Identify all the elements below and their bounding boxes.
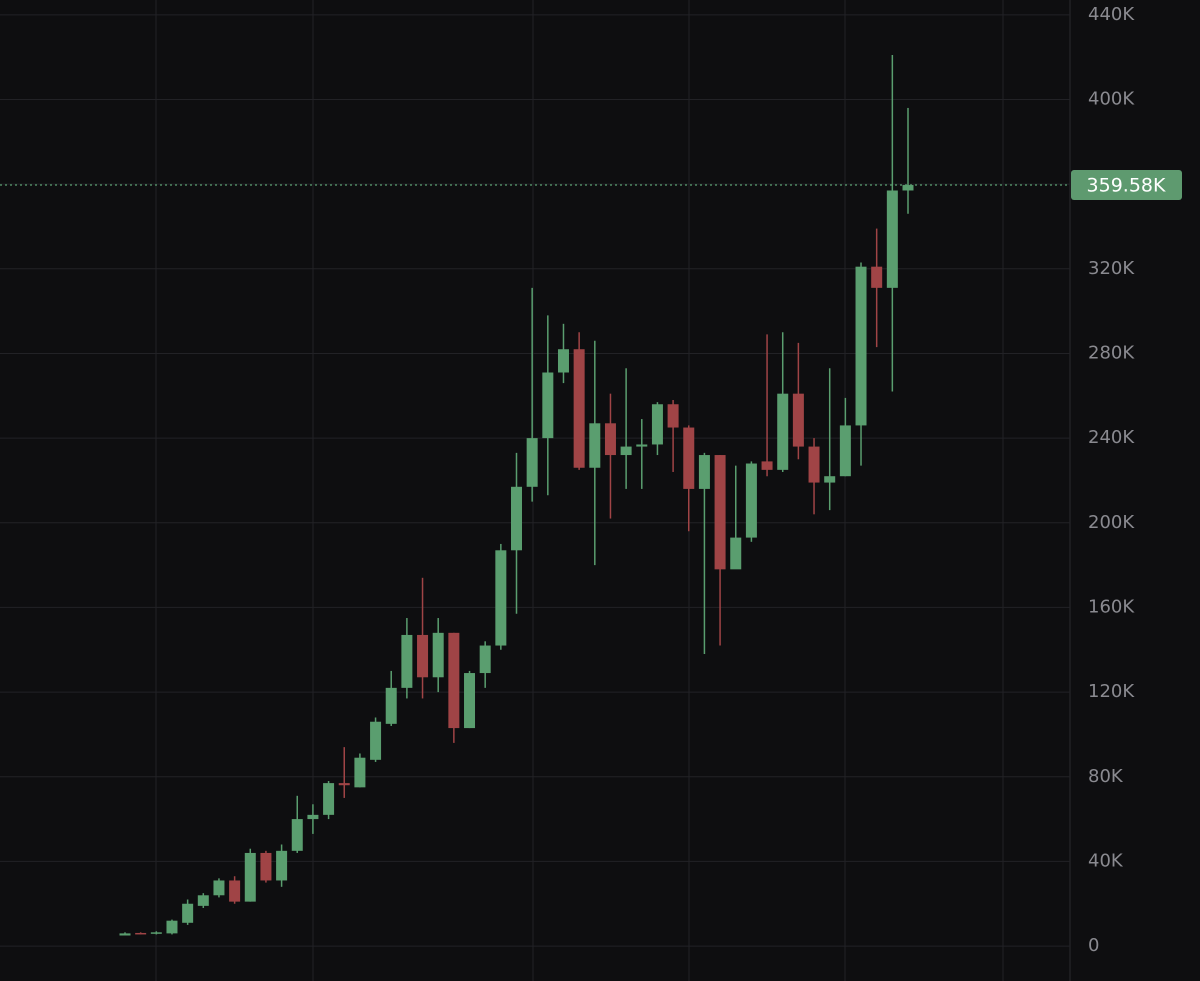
candle-body — [119, 933, 131, 936]
candle-body — [526, 438, 538, 487]
y-tick-label: 200K — [1088, 512, 1135, 533]
candle-body — [385, 687, 397, 724]
candle-body — [213, 880, 225, 896]
candle-body — [604, 423, 616, 456]
candle-body — [182, 903, 194, 923]
candle-body — [370, 721, 382, 760]
y-tick-label: 120K — [1088, 681, 1135, 702]
candle-body — [855, 266, 867, 426]
candle-body — [401, 634, 413, 688]
candle-body — [260, 852, 272, 881]
candle-body — [495, 550, 507, 646]
candle-body — [792, 393, 804, 447]
candle-body — [589, 423, 601, 468]
candle-body — [150, 932, 162, 934]
y-tick-label: 240K — [1088, 427, 1135, 448]
candle-body — [229, 880, 241, 902]
candle-body — [291, 819, 303, 851]
candle-body — [573, 349, 585, 468]
candle-body — [338, 783, 350, 786]
candle-body — [683, 427, 695, 489]
candle-body — [135, 932, 147, 935]
y-tick-label: 440K — [1088, 4, 1135, 25]
last-price-label: 359.58K — [1087, 175, 1166, 197]
candle-body — [871, 266, 883, 288]
candle-body — [276, 850, 288, 881]
candle-body — [323, 783, 335, 815]
candle-body — [667, 404, 679, 428]
candle-body — [824, 476, 836, 483]
candle-body — [886, 190, 898, 288]
y-tick-label: 160K — [1088, 596, 1135, 617]
candle-body — [777, 393, 789, 470]
candle-body — [839, 425, 851, 477]
candle-body — [636, 444, 648, 447]
candle-body — [651, 404, 663, 445]
candle-body — [620, 446, 632, 456]
candle-body — [432, 632, 444, 678]
y-tick-label: 80K — [1088, 766, 1124, 787]
candle-body — [542, 372, 554, 439]
candle-body — [448, 632, 460, 729]
candle-body — [479, 645, 491, 674]
candle-body — [761, 461, 773, 470]
candle-body — [511, 486, 522, 551]
y-tick-label: 320K — [1088, 258, 1135, 279]
time-grid — [155, 0, 1004, 981]
candle-body — [557, 349, 569, 373]
last-price-badge — [1071, 170, 1182, 201]
candle-body — [307, 814, 319, 820]
candle-body — [166, 920, 178, 934]
candle-body — [464, 673, 476, 729]
candle-body — [730, 537, 742, 570]
candle-body — [808, 446, 820, 483]
y-tick-label: 40K — [1088, 850, 1124, 871]
candle-body — [714, 455, 726, 570]
y-tick-label: 0 — [1088, 935, 1099, 956]
candle-body — [698, 455, 710, 489]
candle-body — [354, 757, 366, 788]
y-tick-label: 280K — [1088, 342, 1135, 363]
candle-body — [745, 463, 757, 538]
candle-body — [417, 634, 429, 678]
candle-body — [197, 895, 209, 906]
y-tick-label: 400K — [1088, 88, 1135, 109]
candle-body — [244, 852, 256, 902]
candle-body — [902, 185, 914, 191]
